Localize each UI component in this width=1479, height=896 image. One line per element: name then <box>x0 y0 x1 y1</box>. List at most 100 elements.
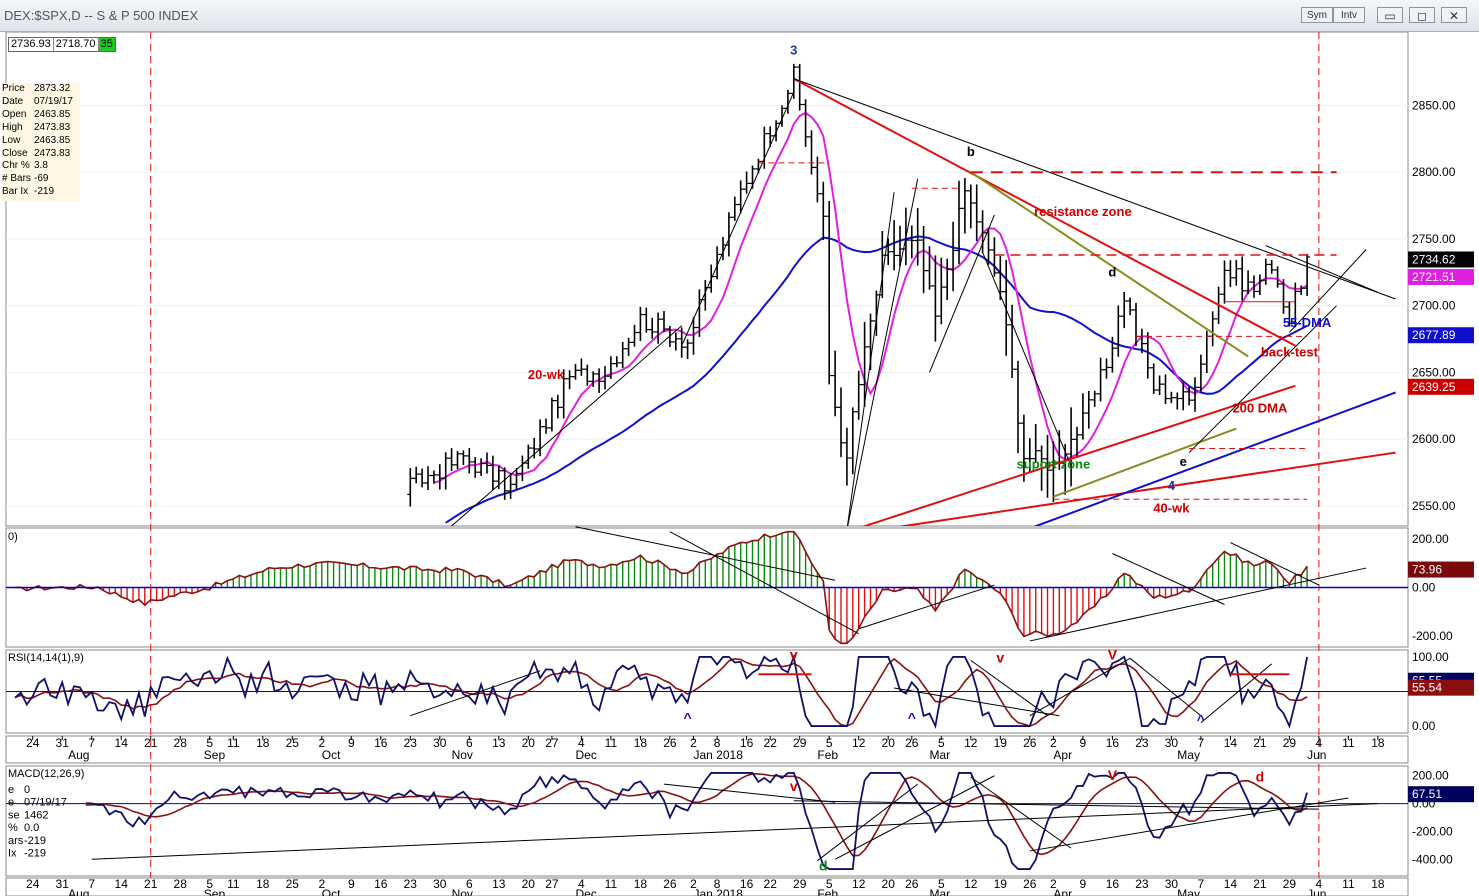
ma55-line <box>445 235 1308 524</box>
ohlc-bar <box>619 341 626 369</box>
rsi-month-label: May <box>1177 748 1200 762</box>
macd-month-label: Feb <box>817 887 838 896</box>
macd-date-tick: 21 <box>1253 877 1267 891</box>
rsi-annotation: V <box>1108 647 1118 663</box>
ohlc-bar <box>1032 423 1039 463</box>
macd-date-tick: 26 <box>1023 877 1037 891</box>
ohlc-bar <box>1020 414 1027 482</box>
macd-axis-tick: -200.00 <box>1412 824 1453 838</box>
rsi-date-tick: 2 <box>1050 736 1057 750</box>
macd-date-tick: 5 <box>938 877 945 891</box>
macd-trendline <box>91 803 1378 860</box>
ohlc-bar <box>613 356 620 368</box>
trendline <box>451 325 683 526</box>
ohlc-bar <box>466 448 473 474</box>
ohlc-bars <box>407 63 1311 507</box>
readout-value-1: 2736.93 <box>9 38 54 51</box>
ohlc-bar <box>920 225 927 294</box>
rsi-month-label: Aug <box>68 748 89 762</box>
price-annotation: d <box>1108 264 1116 279</box>
rsi-date-tick: 21 <box>144 736 158 750</box>
ohlc-bar <box>1079 393 1086 440</box>
rsi-date-tick: 2 <box>318 736 325 750</box>
price-tag <box>1408 378 1474 395</box>
ohlc-bar <box>672 332 679 351</box>
trendline <box>929 214 995 373</box>
ohlc-bar <box>602 366 608 390</box>
readout-value-2: 2718.70 <box>53 38 99 51</box>
price-axis-tick: 2700.00 <box>1412 299 1456 313</box>
rsi-date-tick: 29 <box>1283 736 1297 750</box>
ohlc-bar <box>430 470 437 484</box>
price-annotation: 55-DMA <box>1283 315 1332 330</box>
ohlc-bar <box>731 196 738 221</box>
ohlc-bar <box>407 467 414 507</box>
window-titlebar[interactable]: DEX:$SPX,D -- S & P 500 INDEX Sym Intv ▭… <box>0 0 1479 32</box>
ohlc-bar <box>525 444 532 469</box>
ohlc-bar <box>979 210 986 254</box>
data-value: 2463.85 <box>34 134 71 146</box>
ohlc-bar <box>678 327 685 358</box>
macd-date-tick: 20 <box>882 877 896 891</box>
data-value: -219 <box>34 186 55 198</box>
macd-date-tick: 19 <box>994 877 1008 891</box>
rsi-date-tick: 18 <box>634 736 648 750</box>
macd-title: MACD(12,26,9) <box>8 768 84 780</box>
rsi-month-label: Jun <box>1307 748 1326 762</box>
ohlc-bar <box>1150 363 1157 394</box>
macd-trendline <box>663 783 836 803</box>
macd-info-value: 0.0 <box>24 822 39 834</box>
ohlc-bar <box>478 458 485 476</box>
ohlc-bar <box>1274 266 1281 288</box>
macd-trendline <box>970 776 1072 849</box>
ohlc-bar <box>1103 358 1110 379</box>
macd-date-tick: 2 <box>318 877 325 891</box>
ohlc-bar <box>826 200 833 385</box>
intv-toggle-button[interactable]: Intv <box>1333 7 1365 23</box>
rsi-date-tick: 23 <box>1135 736 1149 750</box>
maximize-button[interactable]: ◻ <box>1409 7 1435 23</box>
macd-date-tick: 20 <box>522 877 536 891</box>
minimize-button[interactable]: ▭ <box>1377 7 1403 23</box>
ohlc-bar <box>932 255 939 342</box>
ma20-line <box>433 111 1308 484</box>
macd-date-tick: 12 <box>852 877 866 891</box>
rsi-date-tick: 5 <box>206 736 213 750</box>
sym-toggle-button[interactable]: Sym <box>1301 7 1333 23</box>
rsi-annotation: v <box>790 647 798 663</box>
rsi-month-label: Sep <box>204 748 226 762</box>
data-key: Chr % <box>2 160 30 172</box>
rsi-trendline <box>1029 657 1131 717</box>
rsi-tag-label: 55.54 <box>1412 681 1442 695</box>
ohlc-bar <box>690 317 697 355</box>
hist-tag <box>1408 561 1474 578</box>
rsi-date-tick: 18 <box>1371 736 1385 750</box>
rsi-date-tick: 2 <box>690 736 697 750</box>
ohlc-bar <box>1015 360 1021 454</box>
ohlc-bar <box>1097 357 1104 402</box>
macd-info-key: e <box>8 797 14 809</box>
price-annotation: e <box>1180 454 1187 469</box>
ohlc-bar <box>790 63 797 99</box>
trendline <box>793 77 1296 347</box>
macd-date-tick: 21 <box>144 877 158 891</box>
macd-month-label: Nov <box>452 887 473 896</box>
ohlc-bar <box>1233 259 1240 286</box>
macd-annotation: v <box>790 778 798 794</box>
trendline <box>1188 305 1337 453</box>
ohlc-bar <box>1115 305 1122 357</box>
hist-trendline <box>669 531 859 635</box>
close-button[interactable]: ✕ <box>1441 7 1467 23</box>
macd-date-tick: 29 <box>1283 877 1297 891</box>
macd-line <box>85 772 1308 870</box>
price-tag <box>1408 251 1474 268</box>
ohlc-bar <box>1156 375 1163 396</box>
rsi-date-tick: 8 <box>714 736 721 750</box>
ohlc-bar <box>1197 354 1204 392</box>
rsi-trendline <box>970 659 1048 717</box>
price-axis-tick: 2800.00 <box>1412 165 1456 179</box>
readout-value-3: 35 <box>98 38 115 51</box>
macd-date-tick: 11 <box>1342 877 1355 891</box>
ohlc-bar <box>554 394 561 419</box>
rsi-date-tick: 31 <box>56 736 70 750</box>
